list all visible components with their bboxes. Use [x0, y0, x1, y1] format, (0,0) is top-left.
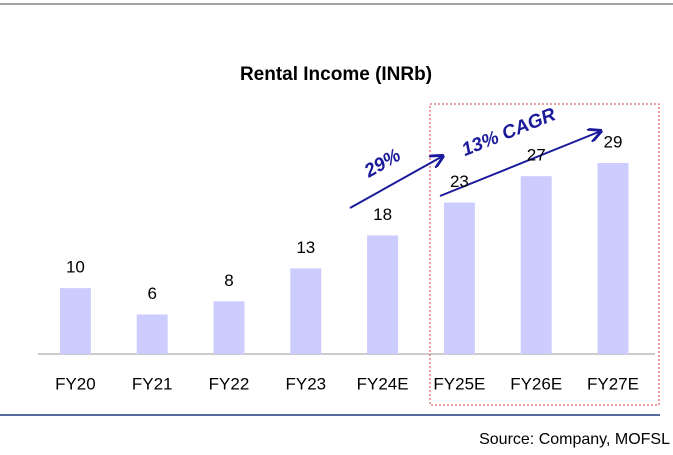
value-label: 10	[66, 258, 85, 277]
value-label: 18	[373, 205, 392, 224]
bar	[213, 301, 245, 354]
bar	[59, 288, 91, 354]
x-tick-label: FY21	[132, 374, 173, 393]
bar	[443, 202, 475, 354]
x-tick-label: FY20	[55, 374, 96, 393]
value-label: 23	[450, 172, 469, 191]
bar	[367, 235, 399, 354]
x-tick-label: FY25E	[433, 374, 485, 393]
bar	[290, 268, 322, 354]
x-tick-label: FY24E	[357, 374, 409, 393]
source: Source: Company, MOFSL	[479, 431, 670, 448]
x-tick-label: FY22	[209, 374, 250, 393]
value-label: 29	[604, 132, 623, 151]
value-label: 8	[224, 271, 233, 290]
value-label: 13	[296, 238, 315, 257]
annotation: 29%	[360, 145, 404, 183]
x-tick-label: FY23	[285, 374, 326, 393]
arrow	[349, 156, 443, 209]
x-tick-label: FY26E	[510, 374, 562, 393]
value-label: 6	[147, 284, 156, 303]
bar	[597, 163, 629, 354]
x-tick-label: FY27E	[587, 374, 639, 393]
bar	[520, 176, 552, 354]
arrow	[439, 131, 601, 197]
forecast-box	[429, 103, 660, 406]
bar	[136, 314, 168, 354]
chart-title: Rental Income (INRb)	[240, 64, 432, 85]
value-label: 27	[527, 146, 546, 165]
